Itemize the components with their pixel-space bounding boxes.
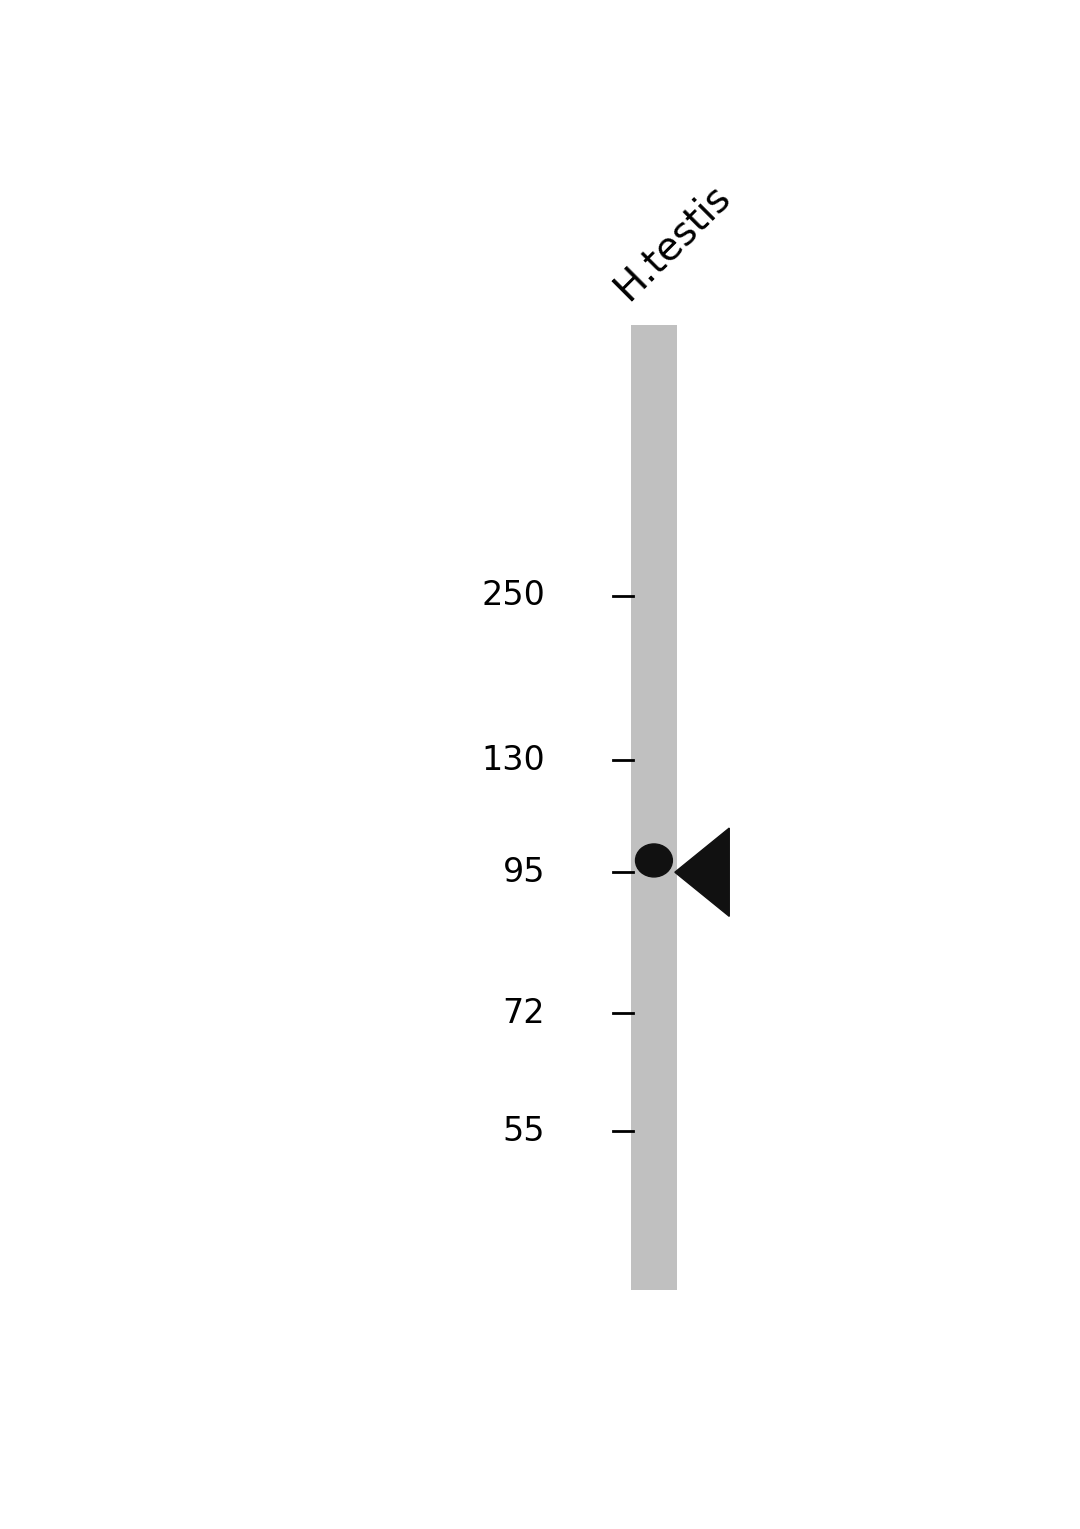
Text: 55: 55 <box>502 1115 545 1148</box>
Ellipse shape <box>635 844 673 878</box>
Bar <box>631 324 677 1290</box>
Text: 130: 130 <box>482 745 545 777</box>
Polygon shape <box>675 829 729 916</box>
Text: 72: 72 <box>502 997 545 1031</box>
Text: 250: 250 <box>482 579 545 612</box>
Text: 95: 95 <box>502 856 545 888</box>
Text: H.testis: H.testis <box>606 176 737 307</box>
